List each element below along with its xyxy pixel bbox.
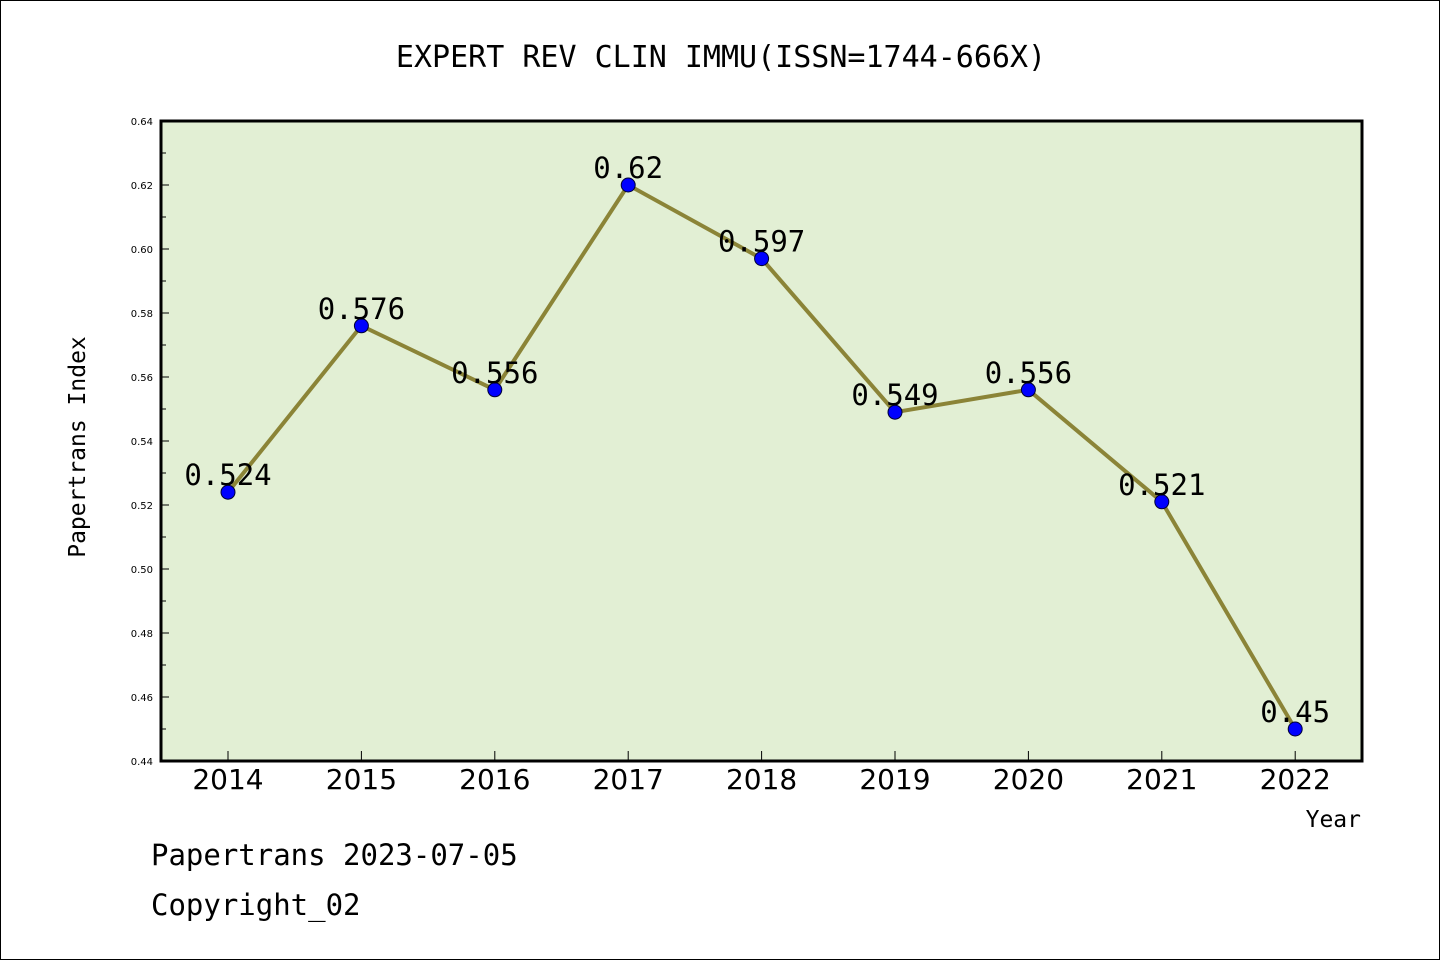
y-tick-label: 0.44 xyxy=(131,757,153,768)
y-axis-label: Papertrans Index xyxy=(65,336,91,558)
x-axis: 2014 2015 2016 2017 2018 2019 2020 2021 2022 xyxy=(192,751,1331,796)
data-label: 0.45 xyxy=(1260,695,1330,729)
y-tick-label: 0.58 xyxy=(131,309,153,320)
x-tick-label: 2019 xyxy=(859,763,930,796)
y-tick-label: 0.62 xyxy=(131,181,153,192)
data-point xyxy=(487,382,503,398)
data-point xyxy=(754,251,770,267)
data-label: 0.576 xyxy=(318,292,405,326)
plot-area xyxy=(159,119,1364,763)
data-point xyxy=(220,484,236,500)
x-tick-label: 2014 xyxy=(192,763,263,796)
data-label: 0.521 xyxy=(1118,468,1205,502)
data-label: 0.556 xyxy=(451,356,538,390)
x-tick-label: 2018 xyxy=(726,763,797,796)
data-label: 0.549 xyxy=(851,378,938,412)
data-label: 0.524 xyxy=(184,458,271,492)
x-tick-label: 2015 xyxy=(326,763,397,796)
chart-title: EXPERT REV CLIN IMMU(ISSN=1744-666X) xyxy=(396,40,1046,75)
y-tick-label: 0.54 xyxy=(131,437,153,448)
data-label: 0.556 xyxy=(985,356,1072,390)
data-point xyxy=(887,404,903,420)
y-tick-label: 0.64 xyxy=(131,117,153,128)
data-label: 0.62 xyxy=(593,151,663,185)
y-tick-label: 0.56 xyxy=(131,373,153,384)
data-label: 0.597 xyxy=(718,225,805,259)
data-point xyxy=(1287,721,1303,737)
data-point xyxy=(620,177,636,193)
data-point xyxy=(1154,494,1170,510)
x-tick-label: 2017 xyxy=(593,763,664,796)
y-tick-label: 0.50 xyxy=(131,565,153,576)
x-tick-label: 2016 xyxy=(459,763,530,796)
footer-date: Papertrans 2023-07-05 xyxy=(151,838,518,872)
data-point xyxy=(353,318,369,334)
y-tick-label: 0.46 xyxy=(131,693,153,704)
x-tick-label: 2020 xyxy=(993,763,1064,796)
series-layer: 0.524 0.576 0.556 0.62 0.597 0.549 0.556 0.521 0… xyxy=(184,151,1330,737)
x-tick-label: 2021 xyxy=(1126,763,1197,796)
footer-copyright: Copyright_02 xyxy=(151,888,361,923)
y-axis: 0.44 0.46 0.48 0.50 0.52 0.54 0.56 0.58 0.60 0.62… xyxy=(131,117,169,768)
y-tick-label: 0.48 xyxy=(131,629,153,640)
x-tick-label: 2022 xyxy=(1260,763,1331,796)
y-tick-label: 0.60 xyxy=(131,245,153,256)
data-point xyxy=(1020,382,1036,398)
x-axis-label: Year xyxy=(1306,807,1361,833)
y-tick-label: 0.52 xyxy=(131,501,153,512)
